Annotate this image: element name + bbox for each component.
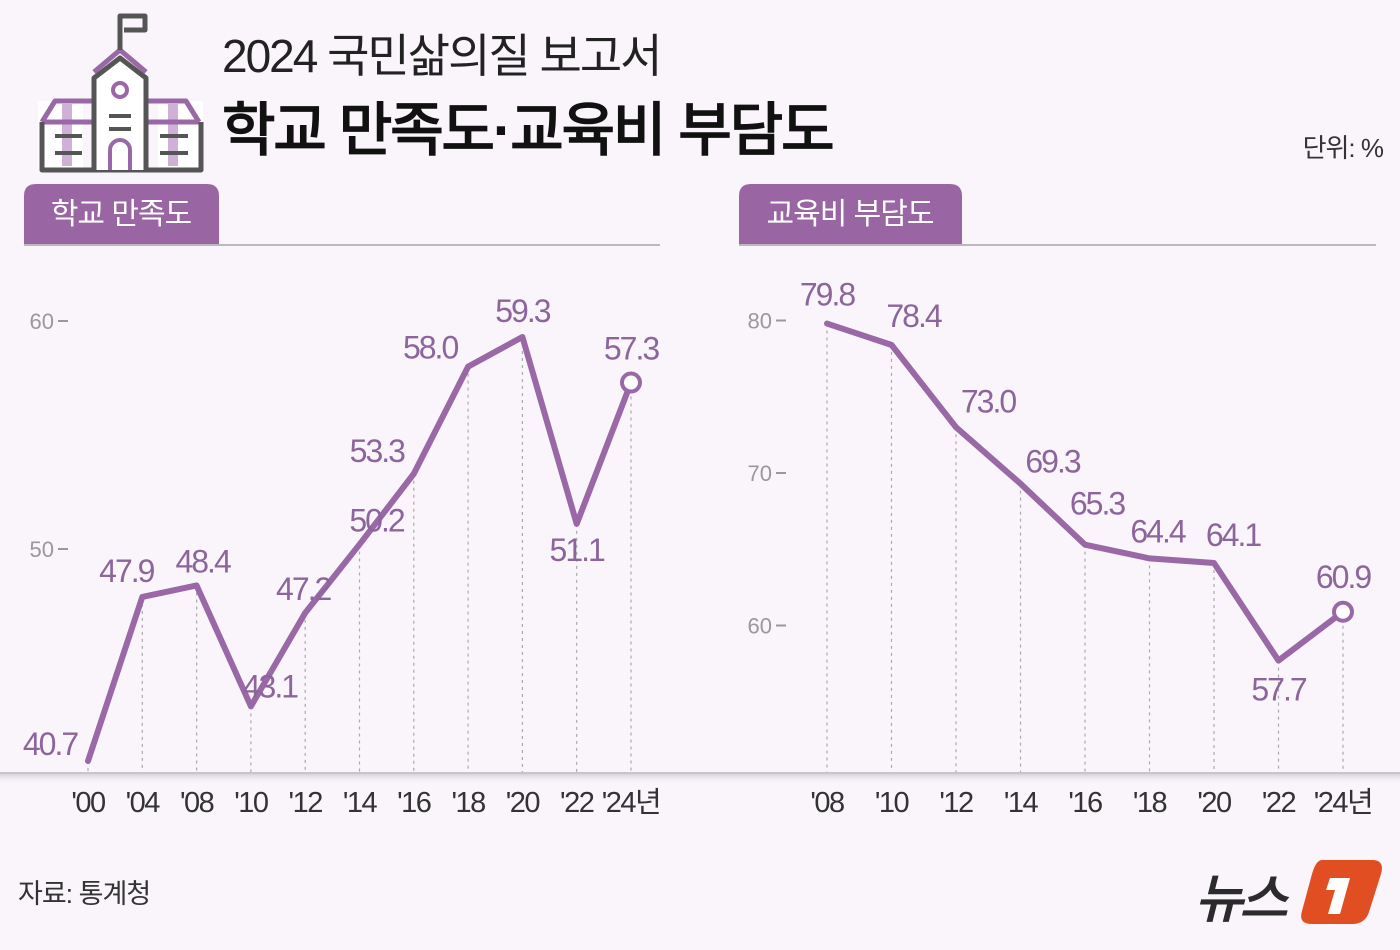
data-label: 48.4 [175, 543, 230, 579]
series-line [85, 333, 634, 765]
x-tick-label: '14 [1004, 787, 1039, 819]
x-tick-label: '04 [126, 787, 161, 819]
data-label: 57.7 [1251, 672, 1306, 708]
news1-logo: 뉴스 [1195, 860, 1382, 929]
x-tick-label: '08 [180, 787, 214, 819]
tab-school-satisfaction [24, 184, 219, 245]
data-label: 79.8 [800, 277, 855, 313]
data-label: 58.0 [403, 330, 458, 366]
data-label: 47.9 [99, 553, 154, 589]
x-tick-label: '10 [234, 787, 268, 819]
data-label: 64.1 [1206, 517, 1261, 553]
data-label: 65.3 [1070, 486, 1125, 522]
data-label: 69.3 [1025, 444, 1080, 480]
x-tick-label: '16 [1068, 787, 1102, 819]
x-tick-label: '22 [1262, 787, 1296, 819]
x-tick-label: '24년 [602, 787, 660, 819]
x-tick-label: '18 [1133, 787, 1167, 819]
unit-label: 단위: % [1303, 133, 1384, 163]
y-tick-label: 60 [748, 614, 772, 639]
tab-education-cost-burden-label: 교육비 부담도 [767, 198, 934, 231]
x-tick-label: '18 [451, 787, 485, 819]
x-tick-label: '20 [1197, 787, 1231, 819]
x-tick-label: '10 [875, 787, 909, 819]
baseline-shadow [0, 774, 1400, 784]
x-tick-label: '00 [71, 787, 105, 819]
data-label: 78.4 [886, 298, 941, 334]
x-tick-label: '14 [343, 787, 378, 819]
x-tick-label: '24년 [1314, 787, 1372, 819]
svg-text:뉴스: 뉴스 [1195, 871, 1290, 929]
x-tick-label: '12 [939, 787, 973, 819]
data-label: 73.0 [961, 383, 1016, 419]
data-label: 50.2 [349, 502, 404, 538]
last-point-marker [1332, 600, 1354, 623]
y-tick-label: 50 [30, 537, 54, 562]
y-tick-label: 60 [30, 309, 54, 334]
y-tick-label: 70 [748, 461, 772, 486]
data-label: 64.4 [1130, 513, 1185, 549]
y-tick-label: 80 [748, 309, 772, 334]
data-label: 47.2 [276, 571, 331, 607]
data-label: 57.3 [604, 331, 659, 367]
tab-education-cost-burden [739, 184, 962, 245]
last-point-marker [620, 371, 642, 394]
x-tick-label: '12 [289, 787, 323, 819]
subtitle: 2024 국민삶의질 보고서 [222, 30, 660, 82]
x-tick-label: '22 [560, 787, 594, 819]
tab-school-satisfaction-label: 학교 만족도 [51, 198, 192, 231]
source-label: 자료: 통계청 [18, 879, 150, 909]
series-line [824, 320, 1346, 664]
x-tick-label: '20 [506, 787, 540, 819]
school-building-icon [38, 13, 204, 173]
page-title: 학교 만족도·교육비 부담도 [222, 98, 833, 163]
x-tick-label: '08 [810, 787, 844, 819]
data-label: 51.1 [550, 532, 605, 568]
data-label: 53.3 [350, 433, 405, 469]
data-label: 59.3 [495, 293, 550, 329]
data-label: 60.9 [1316, 559, 1371, 595]
data-label: 43.1 [243, 668, 298, 704]
data-label: 40.7 [23, 726, 78, 762]
x-tick-label: '16 [397, 787, 431, 819]
